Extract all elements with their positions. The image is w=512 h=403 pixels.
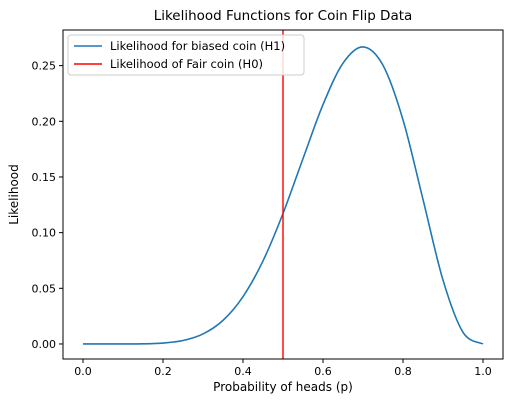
x-tick-label: 1.0 [474, 365, 492, 378]
legend: Likelihood for biased coin (H1) Likelihoo… [67, 34, 305, 76]
chart-title: Likelihood Functions for Coin Flip Data [154, 8, 413, 24]
legend-box [67, 34, 305, 76]
x-tick-label: 0.4 [234, 365, 252, 378]
y-tick-label: 0.05 [32, 282, 57, 295]
y-axis-ticks: 0.00 0.05 0.10 0.15 0.20 0.25 [32, 60, 63, 351]
plot-area [83, 30, 484, 359]
plot-frame [62, 29, 504, 360]
x-tick-label: 0.2 [154, 365, 172, 378]
x-tick-label: 0.6 [314, 365, 332, 378]
legend-label: Likelihood of Fair coin (H0) [110, 57, 263, 71]
y-tick-label: 0.15 [32, 171, 57, 184]
x-axis-ticks: 0.0 0.2 0.4 0.6 0.8 1.0 [74, 359, 492, 378]
y-tick-label: 0.20 [32, 115, 57, 128]
series-line-biased-coin [83, 46, 484, 345]
y-tick-label: 0.25 [32, 60, 57, 73]
y-tick-label: 0.00 [32, 338, 57, 351]
legend-label: Likelihood for biased coin (H1) [110, 39, 285, 53]
x-tick-label: 0.0 [74, 365, 92, 378]
y-tick-label: 0.10 [32, 227, 57, 240]
x-tick-label: 0.8 [394, 365, 412, 378]
x-axis-label: Probability of heads (p) [213, 380, 353, 394]
y-axis-label: Likelihood [7, 164, 21, 225]
